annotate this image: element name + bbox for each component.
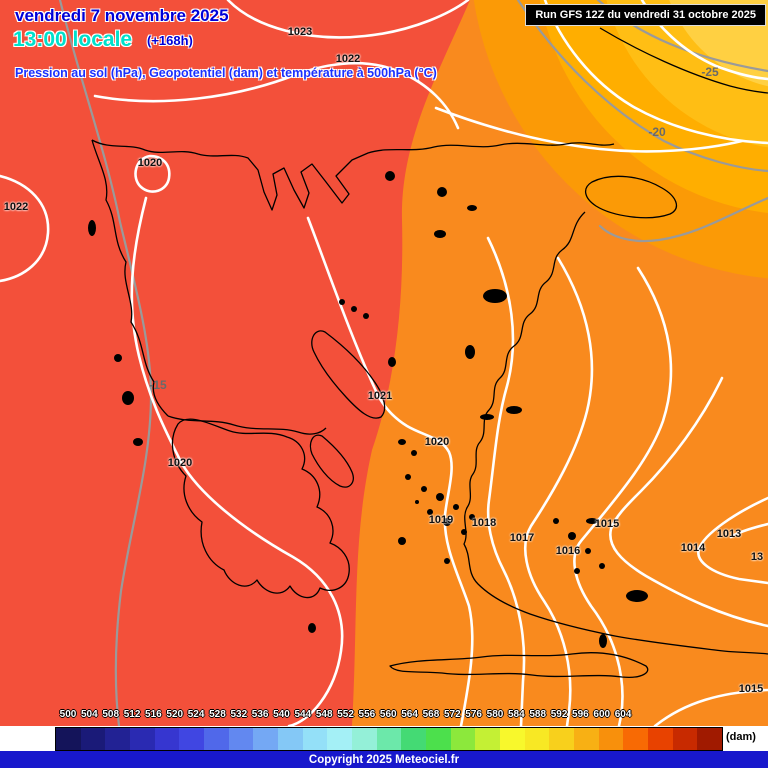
color-swatch <box>327 728 353 750</box>
color-swatch <box>648 728 673 750</box>
color-swatch <box>154 728 180 750</box>
color-swatch <box>401 728 427 750</box>
map-subtitle: Pression au sol (hPa), Geopotentiel (dam… <box>15 66 437 80</box>
scale-value: 536 <box>251 709 269 720</box>
run-info: Run GFS 12Z du vendredi 31 octobre 2025 <box>525 4 766 26</box>
color-swatch <box>697 728 723 750</box>
color-swatch <box>228 728 254 750</box>
scale-value: 540 <box>273 709 290 720</box>
temperature-contours <box>58 0 768 726</box>
color-swatch <box>672 728 698 750</box>
scale-value: 512 <box>123 709 141 720</box>
color-swatch <box>278 728 303 750</box>
scale-value: 504 <box>81 709 98 720</box>
scale-value: 532 <box>230 709 248 720</box>
scale-value: 592 <box>550 709 568 720</box>
legend-strip: (dam) <box>0 726 768 751</box>
scale-value: 572 <box>443 709 461 720</box>
forecast-time: 13:00 locale <box>13 28 133 51</box>
scale-value: 552 <box>337 709 354 720</box>
scale-value: 548 <box>315 709 333 720</box>
color-swatch <box>204 728 229 750</box>
scale-value: 544 <box>294 709 312 720</box>
scale-value: 564 <box>401 709 418 720</box>
color-swatch <box>179 728 205 750</box>
color-swatch <box>500 728 525 750</box>
color-swatch <box>105 728 131 750</box>
scale-unit-label: (dam) <box>726 731 756 743</box>
color-swatch <box>574 728 599 750</box>
scale-value: 576 <box>465 709 482 720</box>
color-swatch <box>80 728 106 750</box>
copyright-bar: Copyright 2025 Meteociel.fr <box>0 751 768 768</box>
color-swatch <box>623 728 649 750</box>
scale-value: 604 <box>614 709 632 720</box>
scale-value: 516 <box>145 709 162 720</box>
color-swatch <box>524 728 550 750</box>
scale-value: 524 <box>187 709 205 720</box>
forecast-offset: (+168h) <box>147 33 193 48</box>
copyright-text: Copyright 2025 Meteociel.fr <box>308 753 460 766</box>
color-swatch <box>426 728 451 750</box>
scale-value: 596 <box>572 709 589 720</box>
weather-map <box>0 0 768 726</box>
color-swatch <box>549 728 575 750</box>
scale-value: 500 <box>59 709 77 720</box>
map-background <box>0 0 768 726</box>
color-swatch <box>302 728 328 750</box>
color-bar <box>55 727 723 751</box>
coastlines <box>91 27 768 678</box>
color-swatch <box>450 728 476 750</box>
color-swatch <box>376 728 402 750</box>
color-swatch <box>56 728 81 750</box>
scale-values: 500 504 508 512 516 520 524 528 532 536 540 544 548 5… <box>0 709 768 725</box>
color-swatch <box>253 728 279 750</box>
color-swatch <box>352 728 377 750</box>
scale-value: 508 <box>102 709 120 720</box>
scale-value: 580 <box>486 709 504 720</box>
scale-value: 556 <box>358 709 376 720</box>
scale-value: 560 <box>379 709 397 720</box>
scale-value: 584 <box>508 709 525 720</box>
color-swatch <box>130 728 155 750</box>
scale-value: 520 <box>166 709 184 720</box>
islands <box>88 171 648 648</box>
scale-value: 568 <box>422 709 440 720</box>
color-swatch <box>475 728 501 750</box>
scale-value: 528 <box>209 709 226 720</box>
scale-value: 600 <box>593 709 611 720</box>
color-swatch <box>598 728 624 750</box>
forecast-date: vendredi 7 novembre 2025 <box>15 6 229 25</box>
scale-value: 588 <box>529 709 547 720</box>
